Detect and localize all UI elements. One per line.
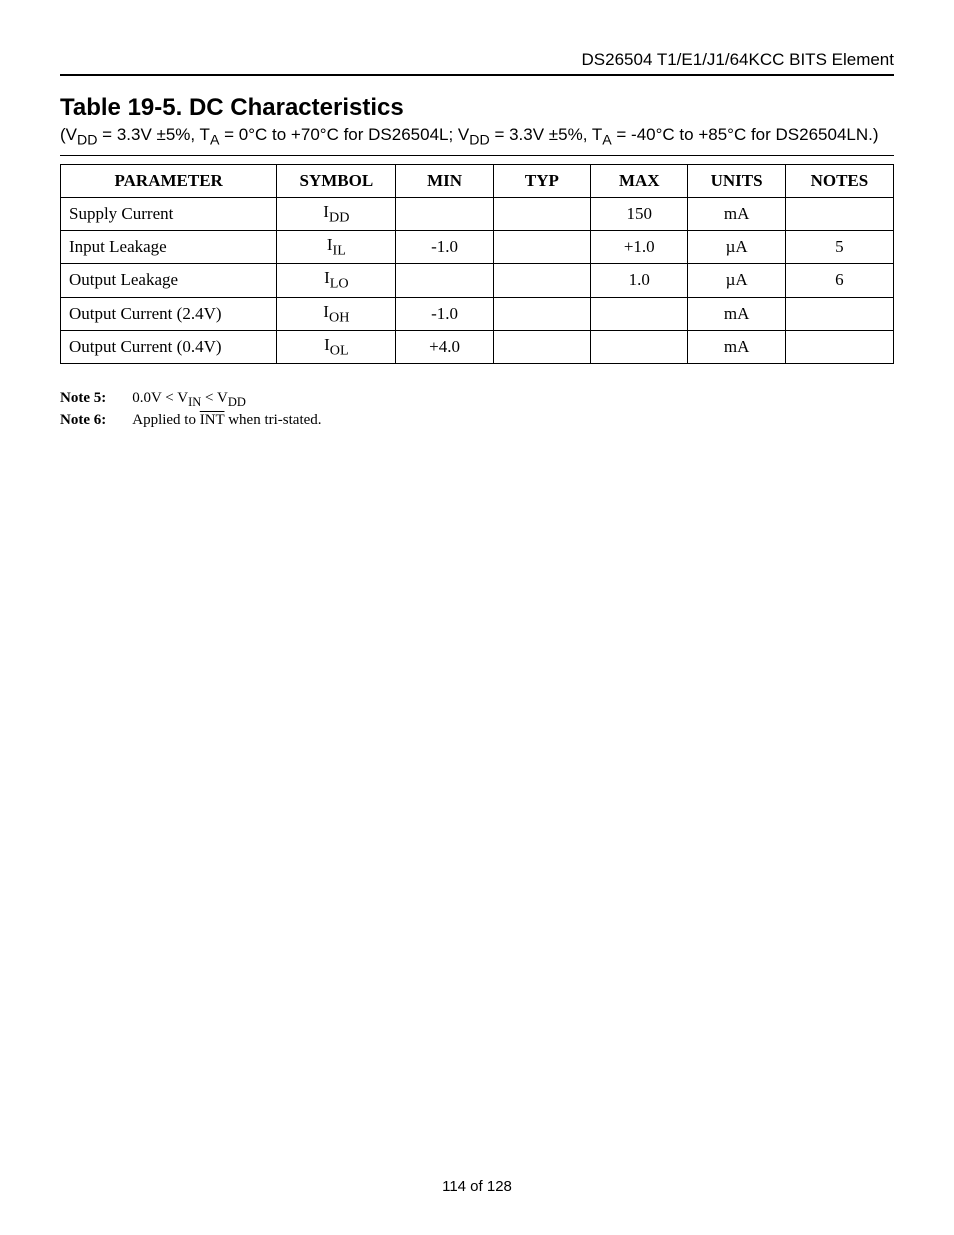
cell-notes <box>785 331 893 364</box>
cell-units: µA <box>688 264 785 297</box>
cell-max: 1.0 <box>591 264 688 297</box>
col-max: MAX <box>591 164 688 197</box>
cell-notes: 6 <box>785 264 893 297</box>
cell-typ <box>493 297 590 330</box>
col-units: UNITS <box>688 164 785 197</box>
cell-parameter: Output Current (0.4V) <box>61 331 277 364</box>
note-text: Applied to INT when tri-stated. <box>132 412 321 429</box>
table-row: Supply CurrentIDD 150mA <box>61 197 894 230</box>
note-label: Note 5: <box>60 390 106 410</box>
note-text: 0.0V < VIN < VDD <box>132 390 246 410</box>
page-header: DS26504 T1/E1/J1/64KCC BITS Element <box>60 50 894 76</box>
cell-typ <box>493 264 590 297</box>
doc-title: DS26504 T1/E1/J1/64KCC BITS Element <box>582 50 894 69</box>
notes-block: Note 5: 0.0V < VIN < VDD Note 6: Applied to… <box>60 390 894 431</box>
cell-symbol: ILO <box>277 264 396 297</box>
cell-units: mA <box>688 331 785 364</box>
table-conditions: (VDD = 3.3V ±5%, TA = 0°C to +70°C for D… <box>60 124 894 156</box>
note-row: Note 6: Applied to INT when tri-stated. <box>60 412 894 429</box>
cell-parameter: Output Leakage <box>61 264 277 297</box>
cell-parameter: Output Current (2.4V) <box>61 297 277 330</box>
note-label: Note 6: <box>60 412 106 429</box>
cell-symbol: IOH <box>277 297 396 330</box>
cell-parameter: Supply Current <box>61 197 277 230</box>
cell-typ <box>493 197 590 230</box>
cell-min: +4.0 <box>396 331 493 364</box>
cell-symbol: IIL <box>277 230 396 263</box>
cell-min <box>396 197 493 230</box>
cell-min: -1.0 <box>396 230 493 263</box>
col-parameter: PARAMETER <box>61 164 277 197</box>
cell-notes: 5 <box>785 230 893 263</box>
cell-units: mA <box>688 297 785 330</box>
table-row: Output Current (2.4V)IOH-1.0 mA <box>61 297 894 330</box>
col-symbol: SYMBOL <box>277 164 396 197</box>
cell-symbol: IDD <box>277 197 396 230</box>
cell-min: -1.0 <box>396 297 493 330</box>
dc-characteristics-table: PARAMETER SYMBOL MIN TYP MAX UNITS NOTES… <box>60 164 894 365</box>
cell-notes <box>785 297 893 330</box>
table-row: Output LeakageILO 1.0µA6 <box>61 264 894 297</box>
cell-max: 150 <box>591 197 688 230</box>
page: DS26504 T1/E1/J1/64KCC BITS Element Tabl… <box>0 0 954 1235</box>
cell-min <box>396 264 493 297</box>
cell-parameter: Input Leakage <box>61 230 277 263</box>
table-row: Output Current (0.4V)IOL+4.0 mA <box>61 331 894 364</box>
cell-symbol: IOL <box>277 331 396 364</box>
cell-max <box>591 297 688 330</box>
cell-notes <box>785 197 893 230</box>
cell-typ <box>493 331 590 364</box>
table-row: Input LeakageIIL-1.0 +1.0µA5 <box>61 230 894 263</box>
note-row: Note 5: 0.0V < VIN < VDD <box>60 390 894 410</box>
col-notes: NOTES <box>785 164 893 197</box>
col-typ: TYP <box>493 164 590 197</box>
col-min: MIN <box>396 164 493 197</box>
cell-typ <box>493 230 590 263</box>
table-body: Supply CurrentIDD150mAInput LeakageIIL-1… <box>61 197 894 364</box>
cell-max <box>591 331 688 364</box>
cell-units: mA <box>688 197 785 230</box>
cell-units: µA <box>688 230 785 263</box>
page-number: 114 of 128 <box>442 1178 512 1195</box>
cell-max: +1.0 <box>591 230 688 263</box>
table-title: Table 19-5. DC Characteristics <box>60 94 894 122</box>
page-footer: 114 of 128 <box>0 1178 954 1195</box>
table-header-row: PARAMETER SYMBOL MIN TYP MAX UNITS NOTES <box>61 164 894 197</box>
